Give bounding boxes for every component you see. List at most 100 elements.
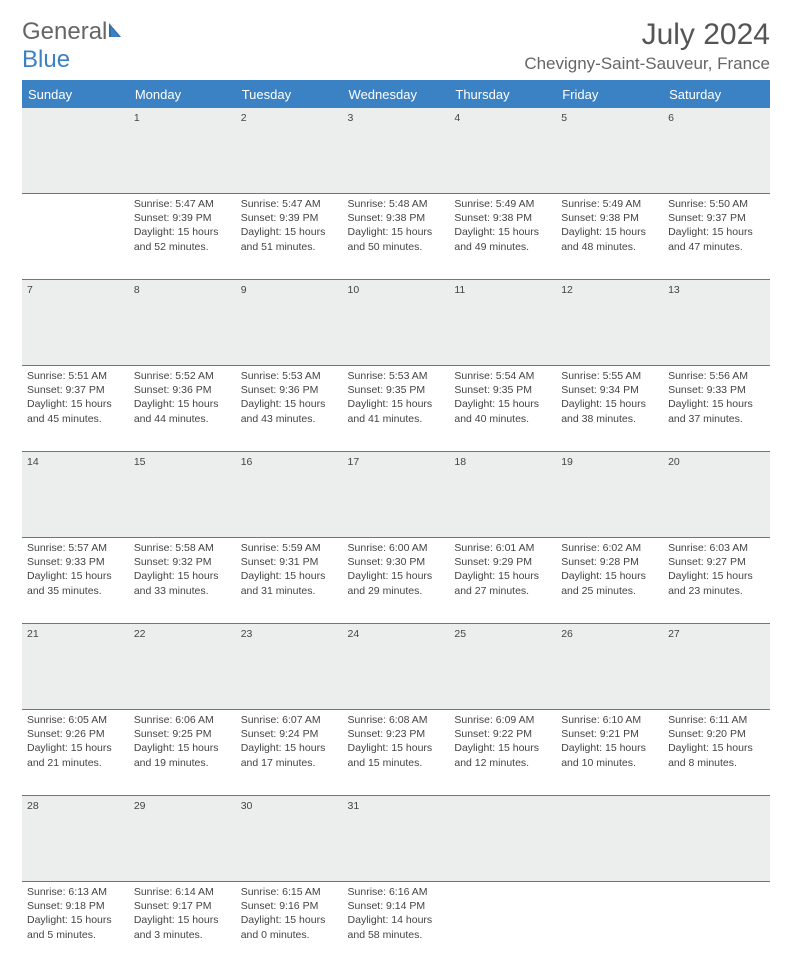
sunset-text: Sunset: 9:18 PM <box>27 899 124 913</box>
day-cell: Sunrise: 5:49 AMSunset: 9:38 PMDaylight:… <box>556 194 663 280</box>
day2-text: and 48 minutes. <box>561 240 658 254</box>
day-number: 1 <box>129 108 236 194</box>
day-cell <box>449 882 556 968</box>
day-number: 29 <box>129 796 236 882</box>
day-cell: Sunrise: 6:00 AMSunset: 9:30 PMDaylight:… <box>343 538 450 624</box>
day-cell: Sunrise: 6:11 AMSunset: 9:20 PMDaylight:… <box>663 710 770 796</box>
day1-text: Daylight: 15 hours <box>241 569 338 583</box>
header: GeneralBlue July 2024 Chevigny-Saint-Sau… <box>22 18 770 74</box>
day-number: 26 <box>556 624 663 710</box>
day1-text: Daylight: 15 hours <box>241 913 338 927</box>
sunrise-text: Sunrise: 5:58 AM <box>134 541 231 555</box>
day2-text: and 44 minutes. <box>134 412 231 426</box>
sunset-text: Sunset: 9:23 PM <box>348 727 445 741</box>
day1-text: Daylight: 15 hours <box>134 397 231 411</box>
day-cell: Sunrise: 5:56 AMSunset: 9:33 PMDaylight:… <box>663 366 770 452</box>
day-cell: Sunrise: 5:55 AMSunset: 9:34 PMDaylight:… <box>556 366 663 452</box>
day-cell: Sunrise: 5:47 AMSunset: 9:39 PMDaylight:… <box>129 194 236 280</box>
sunset-text: Sunset: 9:33 PM <box>668 383 765 397</box>
day-number: 6 <box>663 108 770 194</box>
day1-text: Daylight: 15 hours <box>348 569 445 583</box>
sunset-text: Sunset: 9:33 PM <box>27 555 124 569</box>
sunset-text: Sunset: 9:29 PM <box>454 555 551 569</box>
day-cell: Sunrise: 6:14 AMSunset: 9:17 PMDaylight:… <box>129 882 236 968</box>
sunrise-text: Sunrise: 5:48 AM <box>348 197 445 211</box>
day1-text: Daylight: 15 hours <box>668 225 765 239</box>
day-number <box>556 796 663 882</box>
day2-text: and 25 minutes. <box>561 584 658 598</box>
day-number: 13 <box>663 280 770 366</box>
day2-text: and 47 minutes. <box>668 240 765 254</box>
day1-text: Daylight: 15 hours <box>241 397 338 411</box>
day-cell: Sunrise: 6:15 AMSunset: 9:16 PMDaylight:… <box>236 882 343 968</box>
sunrise-text: Sunrise: 6:10 AM <box>561 713 658 727</box>
day-cell <box>22 194 129 280</box>
day-cell: Sunrise: 6:02 AMSunset: 9:28 PMDaylight:… <box>556 538 663 624</box>
location: Chevigny-Saint-Sauveur, France <box>524 54 770 74</box>
day-number: 2 <box>236 108 343 194</box>
day-number: 23 <box>236 624 343 710</box>
sunrise-text: Sunrise: 6:03 AM <box>668 541 765 555</box>
day-number: 3 <box>343 108 450 194</box>
day1-text: Daylight: 15 hours <box>561 741 658 755</box>
day-number: 17 <box>343 452 450 538</box>
sunset-text: Sunset: 9:32 PM <box>134 555 231 569</box>
day-cell: Sunrise: 6:16 AMSunset: 9:14 PMDaylight:… <box>343 882 450 968</box>
logo-sail-icon <box>107 18 129 46</box>
day1-text: Daylight: 15 hours <box>241 741 338 755</box>
day1-text: Daylight: 15 hours <box>348 397 445 411</box>
day-number: 18 <box>449 452 556 538</box>
sunset-text: Sunset: 9:35 PM <box>454 383 551 397</box>
day1-text: Daylight: 15 hours <box>561 225 658 239</box>
day1-text: Daylight: 15 hours <box>27 569 124 583</box>
sunrise-text: Sunrise: 6:14 AM <box>134 885 231 899</box>
day1-text: Daylight: 15 hours <box>348 741 445 755</box>
day-cell: Sunrise: 6:01 AMSunset: 9:29 PMDaylight:… <box>449 538 556 624</box>
sunset-text: Sunset: 9:24 PM <box>241 727 338 741</box>
day2-text: and 19 minutes. <box>134 756 231 770</box>
sunset-text: Sunset: 9:39 PM <box>134 211 231 225</box>
sunset-text: Sunset: 9:26 PM <box>27 727 124 741</box>
day-cell: Sunrise: 5:57 AMSunset: 9:33 PMDaylight:… <box>22 538 129 624</box>
day-cell: Sunrise: 6:10 AMSunset: 9:21 PMDaylight:… <box>556 710 663 796</box>
weekday-header: Monday <box>129 81 236 108</box>
day1-text: Daylight: 15 hours <box>241 225 338 239</box>
day-number: 19 <box>556 452 663 538</box>
sunrise-text: Sunrise: 6:00 AM <box>348 541 445 555</box>
day-number: 12 <box>556 280 663 366</box>
day1-text: Daylight: 15 hours <box>348 225 445 239</box>
sunrise-text: Sunrise: 6:07 AM <box>241 713 338 727</box>
sunrise-text: Sunrise: 5:57 AM <box>27 541 124 555</box>
day-number-row: 14151617181920 <box>22 452 770 538</box>
day-number: 15 <box>129 452 236 538</box>
day-cell: Sunrise: 6:06 AMSunset: 9:25 PMDaylight:… <box>129 710 236 796</box>
day1-text: Daylight: 15 hours <box>668 741 765 755</box>
day2-text: and 21 minutes. <box>27 756 124 770</box>
day-number-row: 78910111213 <box>22 280 770 366</box>
sunrise-text: Sunrise: 5:59 AM <box>241 541 338 555</box>
day-cell: Sunrise: 5:59 AMSunset: 9:31 PMDaylight:… <box>236 538 343 624</box>
day-info-row: Sunrise: 6:05 AMSunset: 9:26 PM Daylight:… <box>22 710 770 796</box>
day-cell <box>663 882 770 968</box>
day2-text: and 27 minutes. <box>454 584 551 598</box>
day2-text: and 43 minutes. <box>241 412 338 426</box>
sunrise-text: Sunrise: 6:05 AM <box>27 713 124 727</box>
day-number: 28 <box>22 796 129 882</box>
day-cell: Sunrise: 5:51 AMSunset: 9:37 PMDaylight:… <box>22 366 129 452</box>
day-number: 27 <box>663 624 770 710</box>
day-number: 4 <box>449 108 556 194</box>
day-cell: Sunrise: 5:58 AMSunset: 9:32 PMDaylight:… <box>129 538 236 624</box>
day-number <box>663 796 770 882</box>
sunrise-text: Sunrise: 5:54 AM <box>454 369 551 383</box>
sunset-text: Sunset: 9:36 PM <box>241 383 338 397</box>
sunset-text: Sunset: 9:31 PM <box>241 555 338 569</box>
sunrise-text: Sunrise: 6:11 AM <box>668 713 765 727</box>
day1-text: Daylight: 15 hours <box>27 397 124 411</box>
day-number: 5 <box>556 108 663 194</box>
sunrise-text: Sunrise: 6:09 AM <box>454 713 551 727</box>
day-number: 14 <box>22 452 129 538</box>
day-number: 11 <box>449 280 556 366</box>
sunrise-text: Sunrise: 6:08 AM <box>348 713 445 727</box>
sunset-text: Sunset: 9:35 PM <box>348 383 445 397</box>
sunset-text: Sunset: 9:14 PM <box>348 899 445 913</box>
